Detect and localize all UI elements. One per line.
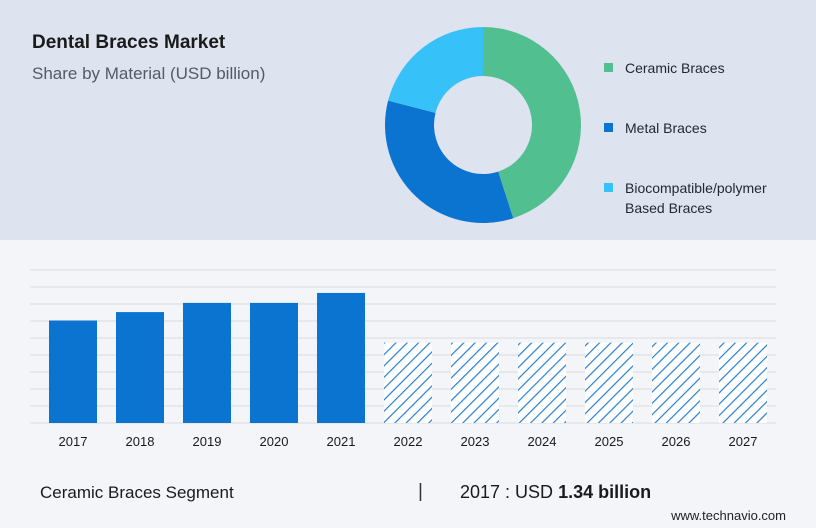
forecast-bar-2024 bbox=[518, 342, 566, 423]
x-tick-label-2017: 2017 bbox=[59, 434, 88, 449]
legend-label-ceramic: Ceramic Braces bbox=[625, 60, 725, 76]
donut-slice-metal bbox=[385, 100, 514, 223]
donut-slice-biocompatible bbox=[388, 27, 483, 113]
legend-swatch-metal bbox=[604, 123, 613, 132]
bar-2021 bbox=[317, 292, 365, 423]
donut-slice-ceramic bbox=[483, 27, 581, 219]
bar-2020 bbox=[250, 302, 298, 423]
x-tick-label-2026: 2026 bbox=[662, 434, 691, 449]
bar-2018 bbox=[116, 312, 164, 423]
x-tick-label-2023: 2023 bbox=[461, 434, 490, 449]
forecast-bar-2025 bbox=[585, 342, 633, 423]
bar-chart: 2017 2018 2019 2020 2021 2022 2023 2024 2025 2026… bbox=[30, 269, 776, 449]
x-tick-label-2019: 2019 bbox=[193, 434, 222, 449]
donut-chart bbox=[385, 27, 581, 223]
segment-value-amount: 1.34 billion bbox=[558, 482, 652, 502]
legend-label-metal: Metal Braces bbox=[625, 120, 707, 136]
x-tick-label-2018: 2018 bbox=[126, 434, 155, 449]
forecast-bar-2023 bbox=[451, 342, 499, 423]
forecast-bar-2022 bbox=[384, 342, 432, 423]
footer-divider: | bbox=[418, 481, 423, 502]
forecast-bar-2027 bbox=[719, 342, 767, 423]
segment-label: Ceramic Braces Segment bbox=[40, 483, 234, 502]
chart-title: Dental Braces Market bbox=[32, 32, 226, 53]
legend-swatch-ceramic bbox=[604, 63, 613, 72]
legend-swatch-biocompatible bbox=[604, 183, 613, 192]
x-tick-label-2020: 2020 bbox=[260, 434, 289, 449]
source-link[interactable]: www.technavio.com bbox=[671, 508, 786, 523]
segment-value: 2017 : USD 1.34 billion bbox=[460, 482, 651, 503]
x-tick-label-2027: 2027 bbox=[729, 434, 758, 449]
forecast-bar-2026 bbox=[652, 342, 700, 423]
chart-subtitle: Share by Material (USD billion) bbox=[32, 64, 266, 83]
x-tick-label-2022: 2022 bbox=[394, 434, 423, 449]
segment-value-prefix: 2017 : USD bbox=[460, 482, 559, 502]
legend-label-biocompatible: Biocompatible/polymer Based Braces bbox=[625, 180, 767, 216]
bar-2017 bbox=[49, 320, 97, 423]
x-tick-label-2025: 2025 bbox=[595, 434, 624, 449]
x-tick-label-2024: 2024 bbox=[528, 434, 557, 449]
bar-2019 bbox=[183, 302, 231, 423]
x-tick-label-2021: 2021 bbox=[327, 434, 356, 449]
